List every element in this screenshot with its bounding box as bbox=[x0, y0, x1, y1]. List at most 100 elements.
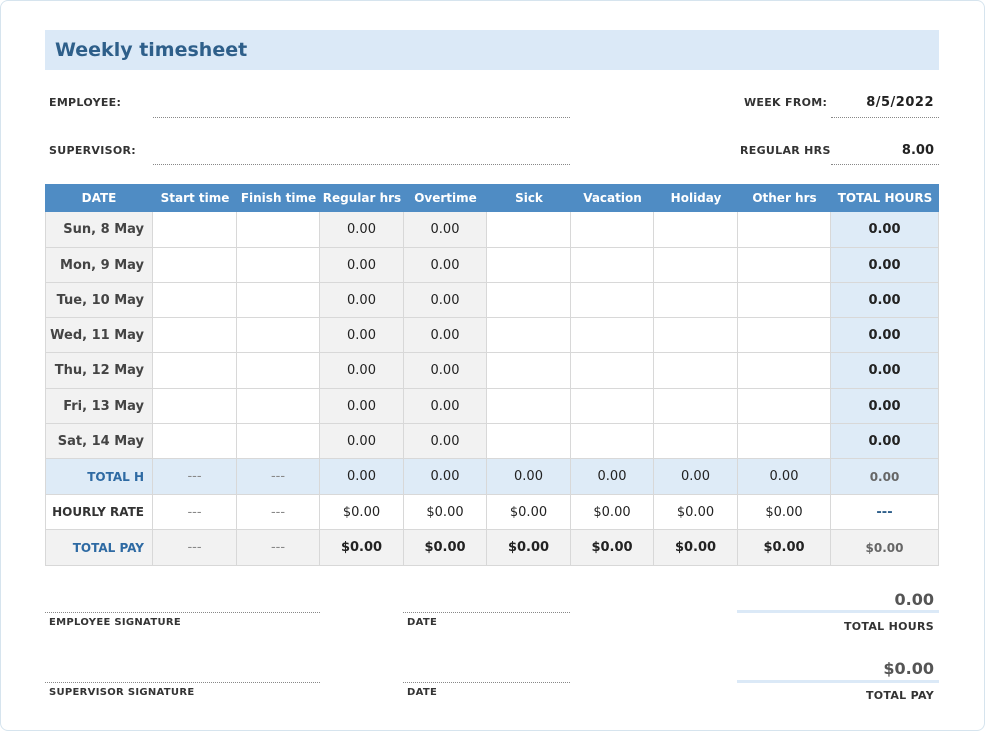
table-cell bbox=[738, 248, 831, 283]
title-bar bbox=[45, 30, 939, 70]
table-cell bbox=[237, 318, 320, 353]
supervisor-line bbox=[153, 164, 570, 165]
table-cell: $0.00 bbox=[404, 530, 487, 566]
signature-line bbox=[45, 682, 320, 683]
total-hours-rule bbox=[737, 610, 939, 613]
row-label: Mon, 9 May bbox=[45, 248, 153, 283]
table-cell bbox=[487, 318, 571, 353]
total-pay-value: $0.00 bbox=[883, 659, 934, 678]
table-cell: --- bbox=[153, 530, 237, 566]
table-cell: 0.00 bbox=[404, 248, 487, 283]
table-cell: --- bbox=[237, 530, 320, 566]
table-cell: 0.00 bbox=[404, 389, 487, 424]
row-label: TOTAL H bbox=[45, 459, 153, 495]
table-cell bbox=[738, 318, 831, 353]
table-cell bbox=[487, 353, 571, 389]
total-hours-label: TOTAL HOURS bbox=[843, 620, 934, 633]
title: Weekly timesheet bbox=[55, 39, 248, 61]
column-header: Holiday bbox=[654, 184, 738, 212]
signature-line bbox=[45, 612, 320, 613]
table-cell: 0.00 bbox=[831, 353, 939, 389]
table-cell: 0.00 bbox=[320, 459, 404, 495]
column-header: Vacation bbox=[571, 184, 654, 212]
regular-hrs-value: 8.00 bbox=[901, 143, 934, 158]
table-cell: $0.00 bbox=[738, 530, 831, 566]
table-cell bbox=[654, 424, 738, 459]
table-cell bbox=[738, 389, 831, 424]
table-cell: $0.00 bbox=[738, 495, 831, 530]
employee-line bbox=[153, 117, 570, 118]
regular-hrs-label: REGULAR HRS bbox=[740, 144, 831, 157]
week-from-label: WEEK FROM: bbox=[744, 96, 828, 109]
column-header: Start time bbox=[153, 184, 237, 212]
table-cell: 0.00 bbox=[831, 212, 939, 248]
row-label: Sat, 14 May bbox=[45, 424, 153, 459]
table-cell: 0.00 bbox=[404, 424, 487, 459]
table-cell bbox=[571, 318, 654, 353]
column-header: TOTAL HOURS bbox=[831, 184, 939, 212]
row-label: Sun, 8 May bbox=[45, 212, 153, 248]
row-label: Wed, 11 May bbox=[45, 318, 153, 353]
table-cell bbox=[237, 212, 320, 248]
table-cell: 0.00 bbox=[404, 318, 487, 353]
table-cell bbox=[654, 283, 738, 318]
table-cell bbox=[153, 353, 237, 389]
table-cell bbox=[487, 389, 571, 424]
table-cell bbox=[571, 353, 654, 389]
table-cell bbox=[153, 283, 237, 318]
table-cell bbox=[654, 353, 738, 389]
table-cell: --- bbox=[831, 495, 939, 530]
table-cell: $0.00 bbox=[831, 530, 939, 566]
table-cell bbox=[237, 389, 320, 424]
table-cell: 0.00 bbox=[320, 212, 404, 248]
table-cell bbox=[237, 283, 320, 318]
table-cell: 0.00 bbox=[831, 424, 939, 459]
table-cell: $0.00 bbox=[320, 530, 404, 566]
week-from-line bbox=[831, 117, 939, 118]
table-cell bbox=[487, 212, 571, 248]
table-cell bbox=[571, 248, 654, 283]
row-label: Fri, 13 May bbox=[45, 389, 153, 424]
table-cell bbox=[654, 318, 738, 353]
table-cell bbox=[571, 212, 654, 248]
table-cell bbox=[571, 424, 654, 459]
table-cell bbox=[153, 389, 237, 424]
table-cell: $0.00 bbox=[571, 530, 654, 566]
table-cell: --- bbox=[237, 495, 320, 530]
employee-signature-label: EMPLOYEE SIGNATURE bbox=[49, 617, 181, 628]
table-cell bbox=[487, 424, 571, 459]
table-cell: 0.00 bbox=[320, 248, 404, 283]
table-cell: 0.00 bbox=[831, 248, 939, 283]
table-cell: 0.00 bbox=[404, 459, 487, 495]
table-cell: 0.00 bbox=[320, 318, 404, 353]
table-cell: --- bbox=[237, 459, 320, 495]
table-cell bbox=[487, 283, 571, 318]
table-cell: $0.00 bbox=[487, 495, 571, 530]
column-header: Finish time bbox=[237, 184, 320, 212]
week-from-value: 8/5/2022 bbox=[866, 95, 934, 110]
table-cell: 0.00 bbox=[404, 283, 487, 318]
table-cell bbox=[487, 248, 571, 283]
row-label: TOTAL PAY bbox=[45, 530, 153, 566]
table-cell bbox=[153, 212, 237, 248]
row-label: Thu, 12 May bbox=[45, 353, 153, 389]
table-cell bbox=[654, 389, 738, 424]
row-label: HOURLY RATE bbox=[45, 495, 153, 530]
date-line bbox=[403, 682, 570, 683]
table-cell bbox=[654, 212, 738, 248]
table-cell bbox=[153, 248, 237, 283]
table-cell bbox=[153, 424, 237, 459]
table-cell: 0.00 bbox=[831, 283, 939, 318]
date-line bbox=[403, 612, 570, 613]
table-cell: 0.00 bbox=[404, 353, 487, 389]
table-cell: $0.00 bbox=[654, 495, 738, 530]
table-cell: 0.00 bbox=[831, 389, 939, 424]
column-header: Other hrs bbox=[738, 184, 831, 212]
table-cell: --- bbox=[153, 459, 237, 495]
column-header: DATE bbox=[45, 184, 153, 212]
total-pay-rule bbox=[737, 680, 939, 683]
table-cell bbox=[654, 248, 738, 283]
total-pay-label: TOTAL PAY bbox=[865, 689, 934, 702]
column-header: Sick bbox=[487, 184, 571, 212]
